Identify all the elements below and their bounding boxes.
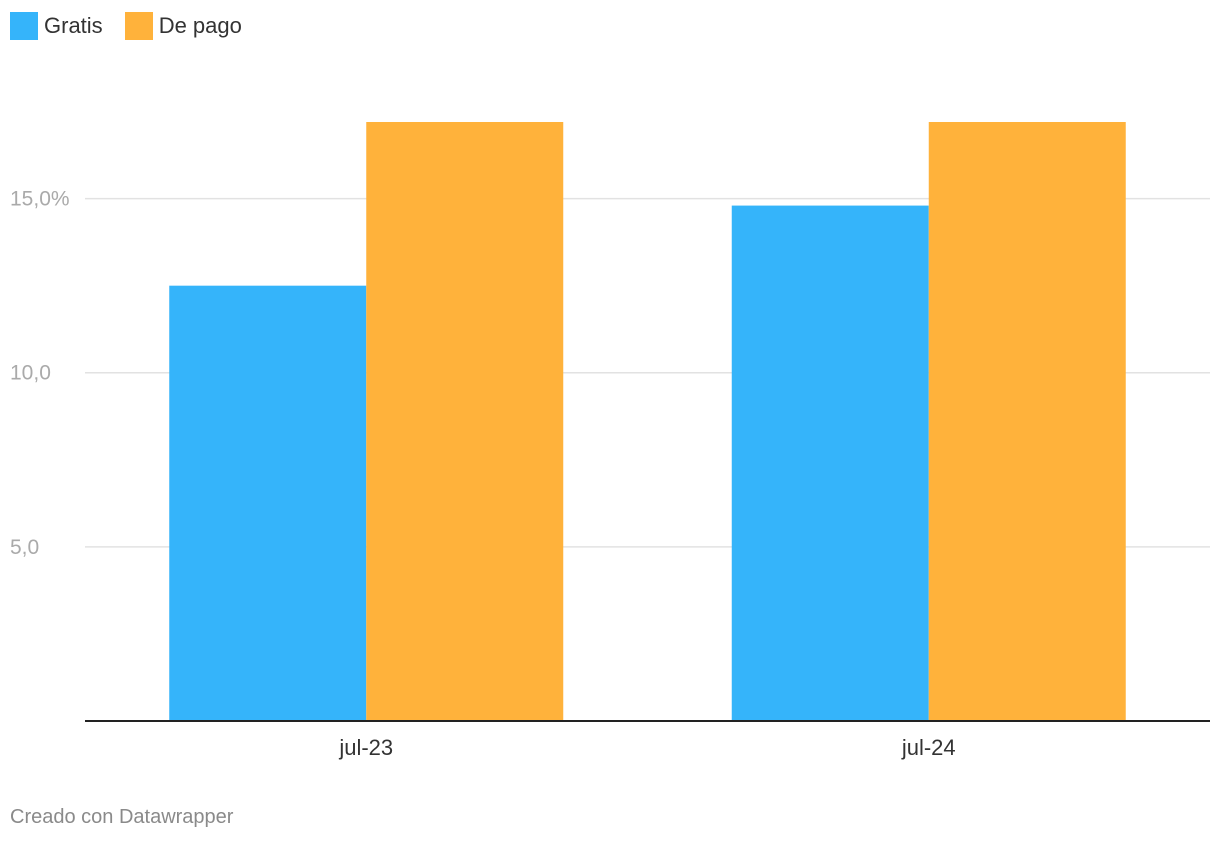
- legend-label-de-pago: De pago: [158, 13, 242, 38]
- bar-gratis-jul-23: [169, 285, 367, 721]
- y-tick-label-2: 15,0%: [10, 188, 70, 211]
- x-tick-label-0: jul-23: [338, 735, 393, 760]
- bar-chart: 5,0 10,0 15,0% jul-23 jul-24: [10, 122, 1210, 760]
- y-tick-label-1: 10,0: [10, 362, 51, 385]
- y-tick-label-0: 5,0: [10, 536, 39, 559]
- bar-gratis-jul-24: [731, 205, 929, 721]
- chart-legend: Gratis De pago: [10, 12, 242, 40]
- x-tick-label-1: jul-24: [901, 735, 956, 760]
- legend-swatch-gratis: [10, 12, 38, 40]
- bar-de-pago-jul-23: [366, 122, 564, 721]
- bar-de-pago-jul-24: [928, 122, 1126, 721]
- legend-label-gratis: Gratis: [44, 13, 103, 38]
- legend-swatch-de-pago: [124, 12, 153, 40]
- footer-credit: Creado con Datawrapper: [10, 806, 234, 828]
- legend-item-de-pago: De pago: [124, 12, 242, 40]
- legend-item-gratis: Gratis: [10, 12, 103, 40]
